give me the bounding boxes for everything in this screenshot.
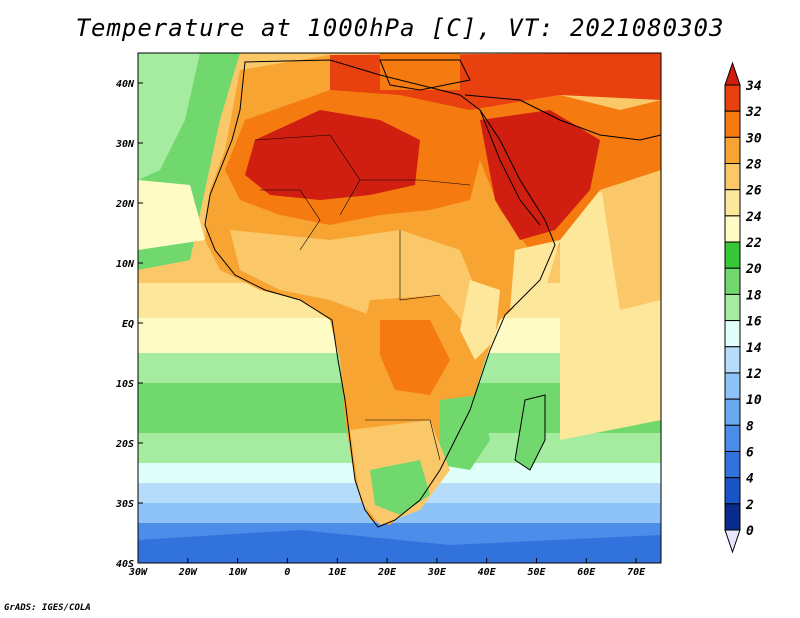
colorbar-label: 22 (745, 236, 762, 251)
colorbar-bottom-arrow (724, 529, 741, 554)
colorbar-label: 30 (745, 131, 762, 146)
y-tick-label: 10N (116, 259, 135, 270)
colorbar-swatch (724, 424, 741, 452)
x-tick-label: 0 (284, 567, 290, 578)
colorbar-swatch (724, 293, 741, 322)
x-tick-label: 50E (527, 567, 546, 578)
y-tick-label: 10S (116, 379, 134, 390)
x-tick-label: 20W (178, 567, 198, 578)
x-tick-label: 10W (229, 567, 248, 578)
colorbar-label: 12 (746, 367, 762, 382)
colorbar-swatch (724, 267, 741, 295)
colorbar-top-arrow (724, 61, 741, 86)
y-tick-label: 20N (115, 199, 135, 210)
colorbar-label: 26 (745, 184, 762, 199)
colorbar-label: 0 (746, 524, 754, 539)
colorbar-swatch (724, 320, 741, 348)
y-axis-ticks: 40N 30N 20N 10N EQ 10S 20S 30S 40S (115, 79, 143, 570)
colorbar-swatch (724, 84, 741, 112)
colorbar-label: 34 (745, 79, 762, 94)
x-tick-label: 30E (427, 567, 447, 578)
colorbar-swatch (724, 189, 741, 217)
y-tick-label: 40N (116, 79, 135, 90)
colorbar-label: 14 (746, 341, 762, 356)
colorbar-swatch (724, 398, 741, 426)
colorbar-label: 6 (746, 445, 754, 460)
colorbar-swatch (724, 163, 741, 191)
x-tick-label: 20E (377, 567, 397, 578)
colorbar-label: 8 (746, 419, 754, 434)
y-tick-label: 30N (115, 139, 135, 150)
y-tick-label: 40S (116, 559, 134, 570)
temperature-field (138, 53, 661, 563)
y-tick-label: 30S (115, 499, 134, 510)
colorbar-swatch (724, 110, 741, 138)
colorbar-label: 10 (746, 393, 762, 408)
colorbar-swatch (724, 503, 741, 531)
map-title: Temperature at 1000hPa [C], VT: 20210803… (75, 14, 725, 42)
colorbar-swatch (724, 346, 741, 374)
credit-label: GrADS: IGES/COLA (4, 603, 91, 613)
colorbar-label: 28 (745, 158, 762, 173)
x-tick-label: 70E (627, 567, 646, 578)
colorbar-swatch (724, 241, 741, 269)
x-tick-label: 60E (577, 567, 596, 578)
x-tick-label: 40E (478, 567, 497, 578)
x-axis-ticks: 30W 20W 10W 0 10E 20E 30E 40E 50E 60E 70E (128, 558, 646, 578)
colorbar-label: 18 (746, 288, 762, 303)
colorbar-label: 20 (745, 262, 762, 277)
plot-frame (137, 52, 662, 564)
colorbar-label: 24 (745, 210, 762, 225)
x-tick-label: 30W (128, 567, 148, 578)
colorbar-label: 32 (745, 105, 762, 120)
colorbar-swatch (724, 136, 741, 165)
y-tick-label: EQ (122, 319, 134, 330)
colorbar-label: 4 (746, 472, 754, 487)
colorbar-swatch (724, 215, 741, 243)
colorbar-label: 2 (745, 498, 754, 513)
coastlines (204, 59, 661, 528)
colorbar-swatch (724, 477, 741, 505)
y-tick-label: 20S (115, 439, 134, 450)
colorbar-label: 16 (746, 315, 762, 330)
colorbar-swatch (724, 450, 741, 479)
x-tick-label: 10E (328, 567, 347, 578)
colorbar-swatch (724, 372, 741, 400)
